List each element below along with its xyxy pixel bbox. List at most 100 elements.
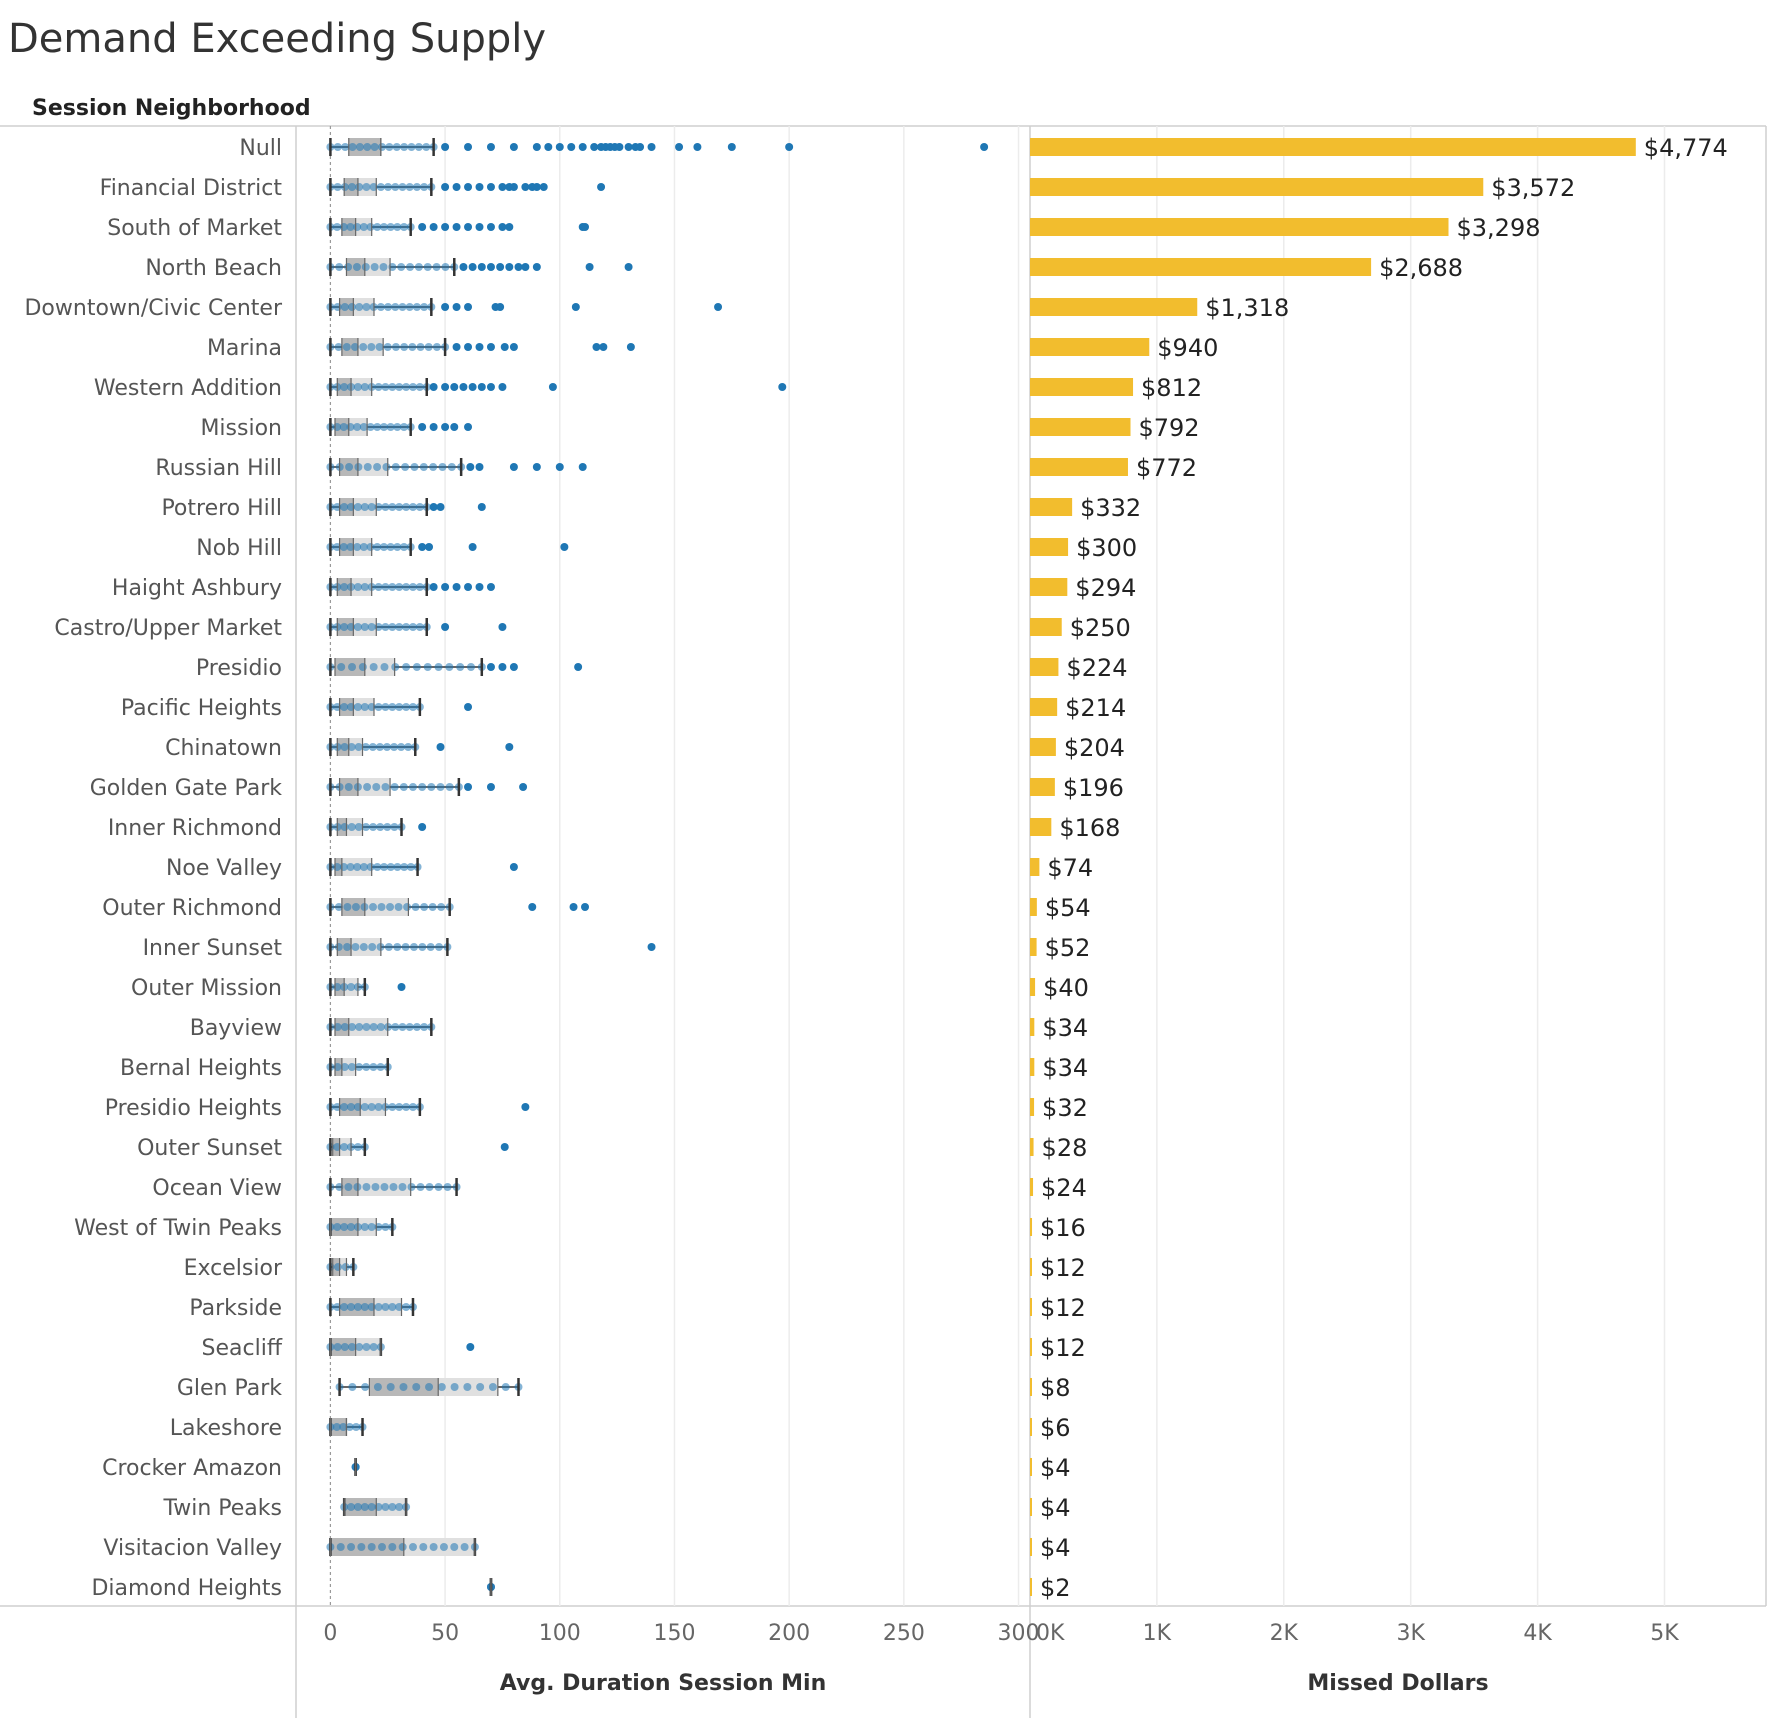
data-point (450, 1543, 459, 1551)
data-point (354, 743, 363, 751)
data-point (394, 903, 403, 911)
outlier-point (418, 543, 427, 551)
data-point (391, 343, 400, 351)
data-point (346, 543, 355, 551)
data-point (353, 583, 362, 591)
data-point (367, 1503, 376, 1511)
data-point (339, 543, 348, 551)
category-label: Bernal Heights (120, 1056, 282, 1081)
bar-marks: $4,774 $3,572 $3,298 $2,688 $1,318 $940 $812 $7… (1030, 134, 1728, 1602)
outlier-point (475, 583, 484, 591)
data-point (406, 263, 415, 271)
outlier-point (505, 743, 514, 751)
category-label: Western Addition (94, 376, 282, 401)
data-point (386, 903, 395, 911)
outlier-point (785, 143, 794, 151)
bar (1030, 1498, 1032, 1516)
data-point (348, 1023, 357, 1031)
data-point (400, 343, 409, 351)
data-point (353, 423, 362, 431)
data-point (381, 383, 390, 391)
x-tick-label: 100 (539, 1621, 581, 1646)
data-point (393, 863, 402, 871)
outlier-point (521, 1103, 530, 1111)
data-point (360, 1223, 369, 1231)
outlier-point (486, 343, 495, 351)
data-point (360, 623, 369, 631)
data-point (342, 343, 351, 351)
outlier-point (464, 183, 473, 191)
data-point (389, 1183, 398, 1191)
data-point (339, 423, 348, 431)
category-label: Excelsior (184, 1256, 283, 1281)
data-point (382, 743, 391, 751)
bar (1030, 1138, 1034, 1156)
data-point (346, 863, 355, 871)
box-row (486, 1578, 495, 1596)
data-point (340, 1343, 349, 1351)
data-point (369, 1063, 378, 1071)
bar (1030, 778, 1055, 796)
data-point (363, 463, 372, 471)
box-row (326, 418, 473, 436)
outlier-point (418, 823, 427, 831)
bar (1030, 378, 1134, 396)
outlier-point (429, 383, 438, 391)
category-label: Parkside (189, 1296, 282, 1321)
bar (1030, 1578, 1032, 1596)
category-label: Mission (200, 416, 282, 441)
category-label: Marina (207, 336, 282, 361)
data-point (386, 543, 395, 551)
bar-value-label: $224 (1066, 654, 1127, 682)
box-row (326, 1018, 436, 1036)
outlier-point (486, 583, 495, 591)
data-point (439, 1543, 448, 1551)
outlier-point (509, 183, 518, 191)
box-row (326, 738, 514, 756)
outlier-point (475, 343, 484, 351)
bar-value-label: $34 (1042, 1054, 1088, 1082)
data-point (398, 183, 407, 191)
data-point (432, 343, 441, 351)
data-point (437, 903, 446, 911)
outlier-point (498, 623, 507, 631)
x-tick-label: 2K (1270, 1621, 1299, 1646)
data-point (388, 503, 397, 511)
outlier-point (626, 343, 635, 351)
data-point (416, 1183, 425, 1191)
bar-value-label: $940 (1157, 334, 1218, 362)
data-point (441, 263, 450, 271)
box-row (326, 978, 406, 996)
data-point (348, 303, 357, 311)
outlier-point (450, 423, 459, 431)
bar (1030, 858, 1040, 876)
data-point (390, 823, 399, 831)
data-point (366, 223, 375, 231)
bar (1030, 1058, 1035, 1076)
boxplot-gridlines (329, 126, 1020, 1606)
box-row (326, 338, 635, 356)
bar (1030, 1378, 1032, 1396)
outlier-point (475, 463, 484, 471)
data-point (466, 663, 475, 671)
data-point (460, 1543, 469, 1551)
data-point (340, 303, 349, 311)
outlier-point (509, 463, 518, 471)
boxplot-axis-title: Avg. Duration Session Min (500, 1671, 827, 1696)
bar (1030, 1018, 1035, 1036)
data-point (373, 463, 382, 471)
outlier-point (466, 463, 475, 471)
data-point (423, 663, 432, 671)
data-point (434, 1183, 443, 1191)
data-point (333, 1223, 342, 1231)
category-label: Glen Park (177, 1376, 282, 1401)
bar-value-label: $32 (1042, 1094, 1088, 1122)
data-point (336, 1543, 345, 1551)
data-point (374, 1303, 383, 1311)
data-point (398, 1023, 407, 1031)
outlier-point (441, 223, 450, 231)
boxplot-axis-ticks: 0 50 100 150 200 250 300 (323, 1621, 1039, 1646)
data-point (390, 783, 399, 791)
data-point (360, 503, 369, 511)
data-point (375, 743, 384, 751)
